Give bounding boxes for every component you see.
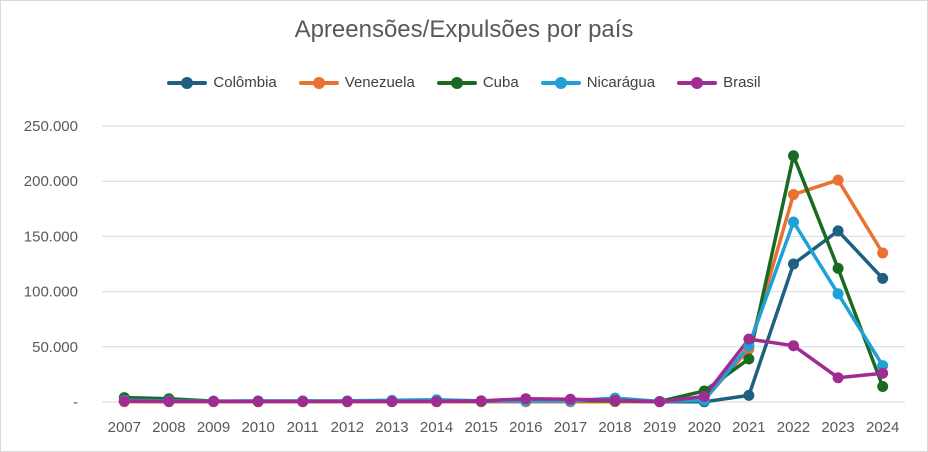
legend: Colômbia Venezuela Cuba Nicarágua Brasil xyxy=(0,74,928,91)
legend-marker-icon xyxy=(436,76,477,89)
x-tick-label: 2013 xyxy=(375,419,408,436)
series-line xyxy=(122,337,885,404)
data-point xyxy=(787,340,799,352)
x-tick-label: 2024 xyxy=(866,419,899,436)
data-point xyxy=(787,258,799,270)
x-tick-label: 2021 xyxy=(732,419,765,436)
x-tick-label: 2017 xyxy=(554,419,587,436)
data-point xyxy=(832,225,844,237)
x-tick-label: 2009 xyxy=(197,419,230,436)
data-point xyxy=(163,395,175,407)
data-point xyxy=(386,395,398,407)
data-point xyxy=(877,367,889,379)
data-point xyxy=(297,395,309,407)
data-point xyxy=(877,247,889,259)
x-tick-label: 2015 xyxy=(465,419,498,436)
data-point xyxy=(787,216,799,228)
data-point xyxy=(252,395,264,407)
data-point xyxy=(877,272,889,284)
data-point xyxy=(564,393,576,405)
data-point xyxy=(877,381,889,393)
x-tick-label: 2022 xyxy=(777,419,810,436)
data-point xyxy=(743,353,755,365)
legend-label: Nicarágua xyxy=(586,74,656,91)
data-point xyxy=(118,395,130,407)
x-tick-label: 2012 xyxy=(331,419,364,436)
legend-label: Brasil xyxy=(723,74,761,91)
data-point xyxy=(520,393,532,405)
legend-item: Colômbia xyxy=(167,74,277,91)
legend-label: Cuba xyxy=(482,74,519,91)
legend-marker-icon xyxy=(540,76,581,89)
x-tick-label: 2011 xyxy=(287,419,319,436)
legend-item: Nicarágua xyxy=(540,74,656,91)
data-point xyxy=(609,394,621,406)
series-line xyxy=(122,220,885,404)
legend-item: Brasil xyxy=(677,74,761,91)
data-point xyxy=(787,150,799,162)
data-point xyxy=(787,188,799,200)
x-tick-label: 2016 xyxy=(509,419,542,436)
x-tick-label: 2008 xyxy=(152,419,185,436)
data-point xyxy=(832,174,844,186)
data-point xyxy=(832,288,844,300)
x-tick-label: 2007 xyxy=(108,419,141,436)
data-point xyxy=(208,395,220,407)
data-point xyxy=(341,395,353,407)
legend-marker-icon xyxy=(298,76,339,89)
series-line xyxy=(122,229,885,404)
legend-label: Venezuela xyxy=(344,74,415,91)
data-point xyxy=(743,333,755,345)
chart-title: Apreensões/Expulsões por país xyxy=(294,16,634,43)
y-tick-label: 150.000 xyxy=(24,228,78,245)
data-point xyxy=(832,372,844,384)
data-point xyxy=(654,396,666,408)
legend-marker-icon xyxy=(677,76,718,89)
y-tick-label: 200.000 xyxy=(24,173,78,190)
x-tick-label: 2023 xyxy=(821,419,854,436)
y-tick-label: 100.000 xyxy=(24,284,78,301)
x-tick-label: 2020 xyxy=(688,419,721,436)
data-point xyxy=(698,390,710,402)
legend-marker-icon xyxy=(167,76,208,89)
x-tick-label: 2018 xyxy=(598,419,631,436)
x-tick-label: 2019 xyxy=(643,419,676,436)
data-point xyxy=(475,395,487,407)
legend-item: Cuba xyxy=(436,74,519,91)
legend-item: Venezuela xyxy=(298,74,415,91)
data-point xyxy=(431,395,443,407)
x-tick-label: 2014 xyxy=(420,419,453,436)
legend-label: Colômbia xyxy=(213,74,277,91)
data-point xyxy=(743,389,755,401)
y-tick-label: 250.000 xyxy=(24,118,78,135)
x-tick-label: 2010 xyxy=(241,419,274,436)
y-tick-label: - xyxy=(73,394,78,411)
data-point xyxy=(832,262,844,274)
y-tick-label: 50.000 xyxy=(32,339,78,356)
